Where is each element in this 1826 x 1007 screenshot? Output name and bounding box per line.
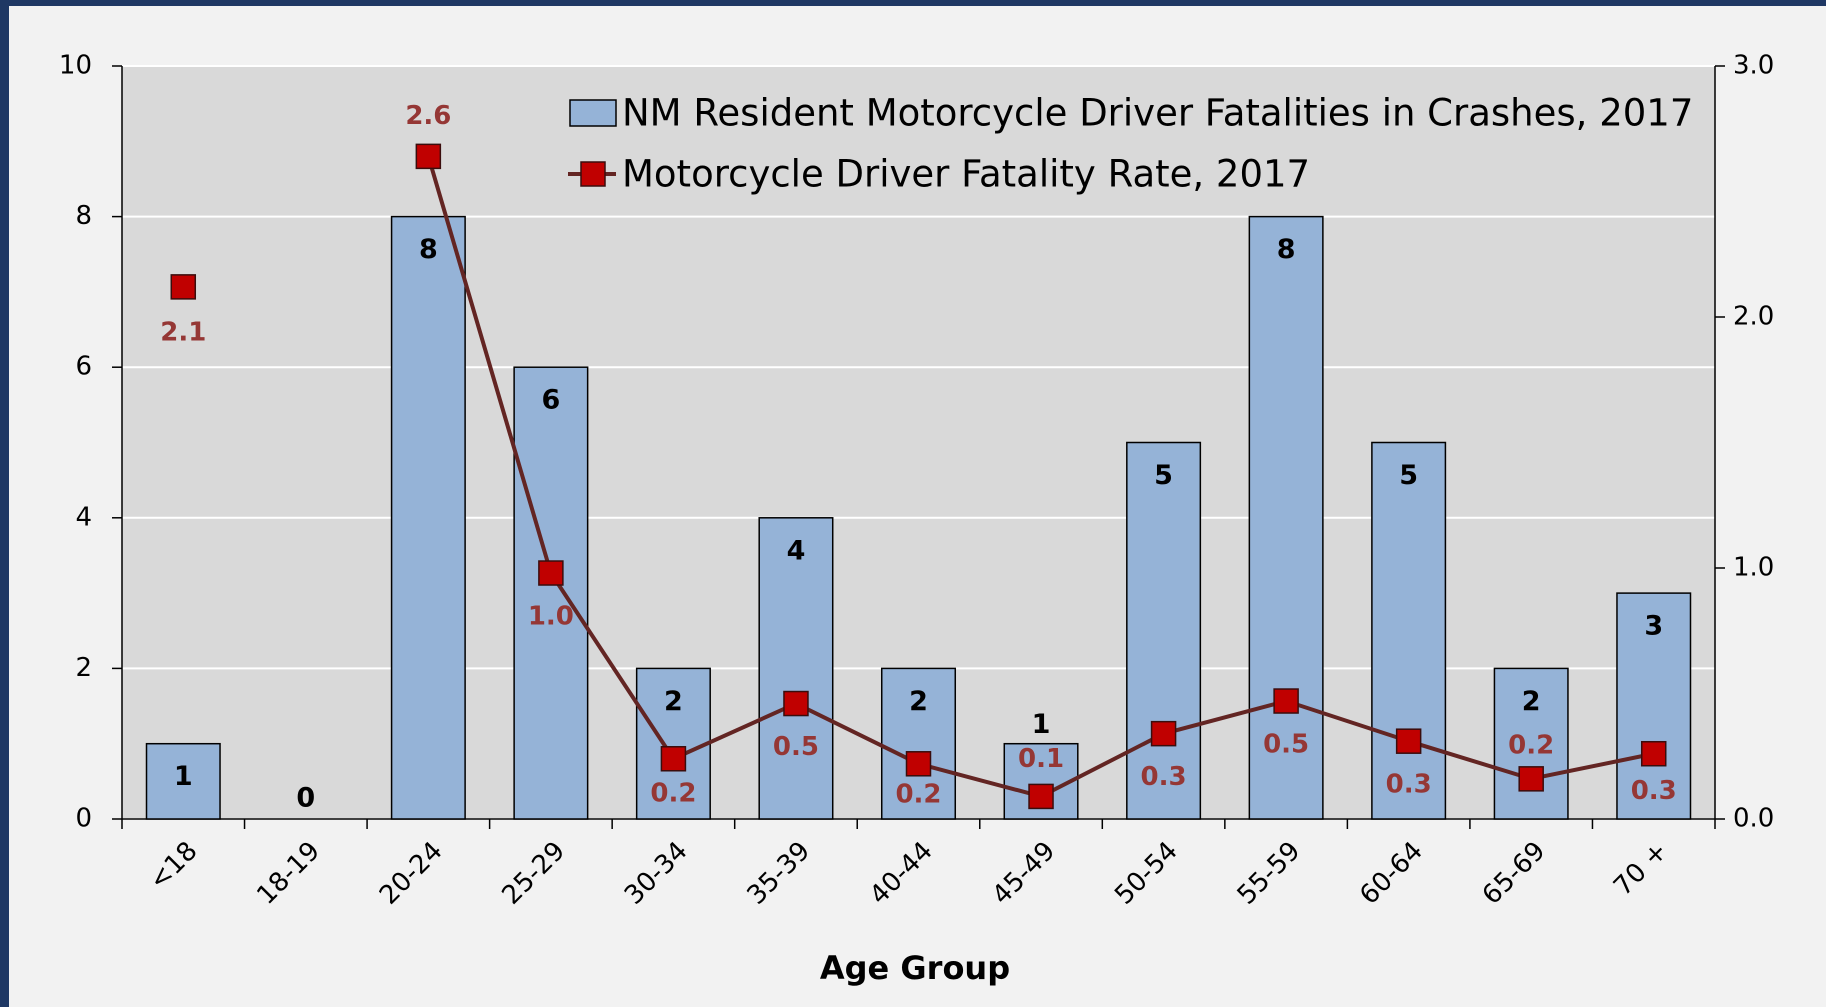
bar-value-label: 8 [419,234,438,265]
y-tick-label: 2 [75,653,92,683]
bar [1616,592,1692,820]
bar-value-label: 5 [1154,460,1173,491]
marker [415,143,442,170]
marker [170,274,197,300]
bar-value-label: 2 [664,686,683,717]
bar-value-label: 3 [1644,611,1663,642]
rate-value-label: 0.2 [1508,730,1554,760]
bar-value-label: 0 [296,783,315,814]
y2-tick-label: 0.0 [1733,804,1774,834]
marker [783,690,809,717]
bar [513,366,589,820]
y-tick-label: 10 [59,51,92,81]
bar-value-label: 1 [1032,709,1051,740]
bar [880,667,957,820]
legend-label: NM Resident Motorcycle Driver Fatalities… [622,92,1693,135]
rate-value-label: 0.3 [1386,770,1432,800]
bar [145,742,221,820]
legend-swatch [569,99,617,127]
y-tick-label: 0 [75,804,92,834]
rate-value-label: 1.0 [528,602,574,632]
bar-value-label: 6 [541,385,560,416]
y-tick-label: 4 [75,502,92,532]
y-tick-label: 6 [75,352,92,382]
rate-value-label: 0.2 [650,778,696,808]
bar-value-label: 1 [174,761,193,792]
rate-value-label: 0.5 [1263,730,1309,760]
marker [1518,766,1544,792]
y2-tick-label: 2.0 [1733,302,1774,332]
marker [538,560,564,586]
legend-marker [580,161,606,187]
rate-value-label: 0.5 [773,732,819,762]
rate-value-label: 2.6 [405,101,451,131]
y2-tick-label: 1.0 [1733,553,1774,583]
marker [1028,783,1054,810]
bar-value-label: 2 [1522,686,1541,717]
y-tick-label: 8 [75,201,92,231]
marker [1640,740,1667,767]
legend-label: Motorcycle Driver Fatality Rate, 2017 [622,153,1310,196]
bar [1126,441,1202,820]
rate-value-label: 2.1 [160,317,206,347]
bar-value-label: 8 [1277,234,1296,265]
bar [390,215,466,820]
bar [1371,441,1447,820]
bar-value-label: 2 [909,686,928,717]
rate-value-label: 0.3 [1631,776,1677,806]
bar [635,667,711,820]
bar-value-label: 5 [1399,460,1418,491]
bar-value-label: 4 [787,535,806,566]
rate-value-label: 0.1 [1018,744,1064,774]
bar [1493,667,1569,820]
marker [1150,720,1177,747]
rate-value-label: 0.2 [895,779,941,809]
x-axis-title: Age Group [820,949,1010,987]
y2-tick-label: 3.0 [1733,51,1774,81]
marker [1273,688,1299,714]
bar [1248,215,1324,820]
marker [660,746,687,772]
marker [1395,728,1422,754]
marker [905,751,932,777]
rate-value-label: 0.3 [1141,762,1187,792]
bar [758,517,834,820]
